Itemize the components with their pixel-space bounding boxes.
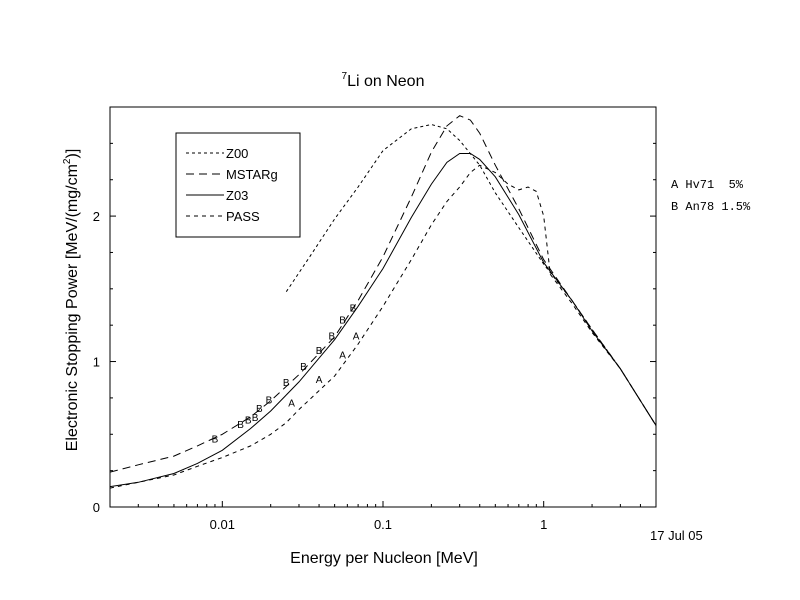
chart-title: 7Li on Neon bbox=[342, 71, 425, 90]
legend-box bbox=[175, 132, 301, 238]
x-tick-label: 0.01 bbox=[210, 517, 235, 532]
date-stamp: 17 Jul 05 bbox=[650, 528, 703, 543]
series-line-z03 bbox=[110, 153, 656, 488]
chart-title-text: Li on Neon bbox=[347, 73, 424, 90]
y-tick-label: 0 bbox=[93, 500, 100, 515]
data-point-b: B bbox=[316, 346, 323, 357]
legend-label-pass: PASS bbox=[226, 209, 260, 224]
reference-b: B An78 1.5% bbox=[671, 200, 751, 214]
data-point-a: A bbox=[353, 331, 360, 342]
x-tick-label: 1 bbox=[540, 517, 547, 532]
data-point-b: B bbox=[328, 331, 335, 342]
x-axis-label: Energy per Nucleon [MeV] bbox=[290, 550, 478, 567]
y-axis-label: Electronic Stopping Power [MeV/(mg/cm2)] bbox=[62, 149, 81, 452]
data-point-a: A bbox=[339, 350, 346, 361]
legend-label-mstarg: MSTARg bbox=[226, 167, 278, 182]
x-tick-label: 0.1 bbox=[374, 517, 392, 532]
data-point-b: B bbox=[252, 413, 259, 424]
data-point-a: A bbox=[316, 375, 323, 386]
y-tick-label: 1 bbox=[93, 355, 100, 370]
reference-a: A Hv71 5% bbox=[671, 178, 744, 192]
data-point-b: B bbox=[350, 304, 357, 315]
y-axis-label-end: )] bbox=[64, 149, 81, 159]
data-point-b: B bbox=[212, 435, 219, 446]
y-axis-label-superscript: 2 bbox=[62, 158, 73, 164]
data-point-b: B bbox=[300, 362, 307, 373]
data-point-b: B bbox=[283, 378, 290, 389]
series-line-pass bbox=[110, 164, 656, 489]
legend-label-z00: Z00 bbox=[226, 146, 248, 161]
y-axis-label-main: Electronic Stopping Power [MeV/(mg/cm bbox=[64, 164, 81, 451]
data-point-b: B bbox=[256, 404, 263, 415]
data-point-a: A bbox=[288, 398, 295, 409]
data-point-b: B bbox=[237, 420, 244, 431]
legend-label-z03: Z03 bbox=[226, 188, 248, 203]
data-point-b: B bbox=[245, 416, 252, 427]
chart-title-superscript: 7 bbox=[342, 71, 348, 82]
y-tick-label: 2 bbox=[93, 209, 100, 224]
data-point-b: B bbox=[266, 395, 273, 406]
data-point-b: B bbox=[339, 315, 346, 326]
